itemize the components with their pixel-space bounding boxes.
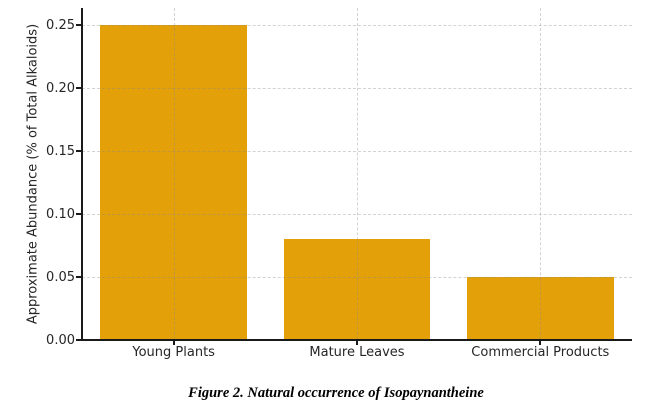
y-tick-mark [76,339,82,341]
y-tick-mark [76,150,82,152]
y-tick-label: 0.15 [46,143,75,159]
plot-area [82,8,632,340]
y-tick-label: 0.20 [46,80,75,96]
x-tick-mark [356,341,358,345]
x-tick-label-mature-leaves: Mature Leaves [309,345,405,360]
x-tick-label-commercial-products: Commercial Products [471,345,610,360]
figure-caption: Figure 2. Natural occurrence of Isopayna… [188,385,484,401]
gridline-y-0.25 [82,25,632,26]
bar-young-plants [100,25,247,340]
bar-commercial-products [467,277,614,340]
gridline-y-0.05 [82,277,632,278]
y-tick-mark [76,24,82,26]
gridline-y-0.10 [82,214,632,215]
gridline-x-1 [357,8,358,340]
gridline-y-0.15 [82,151,632,152]
gridline-y-0.20 [82,88,632,89]
gridline-x-2 [540,8,542,340]
y-axis-spine [81,8,83,341]
x-tick-mark [172,341,175,345]
gridline-x-0 [173,8,175,340]
y-tick-mark [76,213,82,215]
y-tick-mark [76,276,82,278]
y-tick-label: 0.25 [46,17,75,33]
x-axis-spine [81,339,632,341]
y-tick-label: 0.10 [46,206,75,222]
x-tick-mark [539,341,542,345]
x-tick-label-young-plants: Young Plants [132,345,215,360]
y-tick-mark [76,87,82,89]
y-tick-label: 0.00 [46,332,75,348]
y-tick-label: 0.05 [46,269,75,285]
bar-mature-leaves [283,239,431,340]
